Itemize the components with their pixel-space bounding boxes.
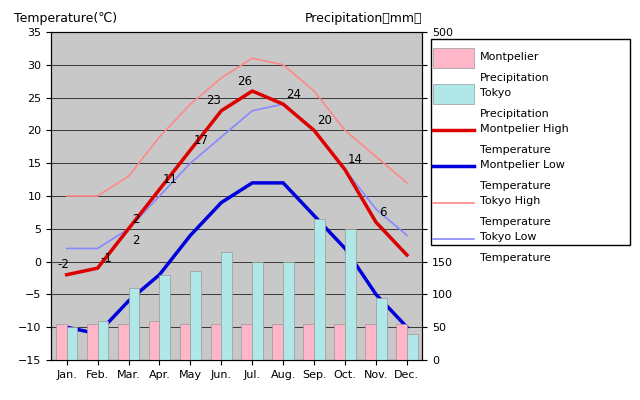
- Bar: [87, 324, 98, 360]
- Bar: [211, 324, 221, 360]
- Text: Tokyo Low: Tokyo Low: [480, 232, 536, 242]
- Text: -1: -1: [100, 252, 113, 265]
- Bar: [365, 324, 376, 360]
- Text: 2: 2: [132, 234, 139, 247]
- Text: -2: -2: [58, 258, 69, 272]
- Bar: [129, 288, 140, 360]
- Bar: [273, 324, 283, 360]
- Text: 20: 20: [317, 114, 332, 127]
- Text: Temperature: Temperature: [480, 217, 551, 227]
- Bar: [396, 324, 407, 360]
- Text: 26: 26: [237, 75, 252, 88]
- Bar: [376, 298, 387, 360]
- Text: 11: 11: [163, 173, 177, 186]
- Text: Temperature: Temperature: [480, 145, 551, 155]
- Text: 24: 24: [286, 88, 301, 101]
- Text: Precipitation（mm）: Precipitation（mm）: [305, 12, 422, 26]
- Text: Montpelier: Montpelier: [480, 52, 540, 62]
- Bar: [433, 48, 474, 68]
- Bar: [431, 38, 630, 245]
- Text: Tokyo: Tokyo: [480, 88, 511, 98]
- Text: Tokyo High: Tokyo High: [480, 196, 540, 206]
- Bar: [407, 334, 418, 360]
- Bar: [334, 324, 345, 360]
- Bar: [303, 324, 314, 360]
- Text: Temperature: Temperature: [480, 254, 551, 263]
- Bar: [118, 324, 129, 360]
- Bar: [159, 275, 170, 360]
- Text: 17: 17: [193, 134, 209, 147]
- Text: 14: 14: [348, 154, 363, 166]
- Bar: [67, 327, 77, 360]
- Text: 2: 2: [132, 212, 139, 226]
- Bar: [97, 321, 108, 360]
- Text: 6: 6: [379, 206, 387, 219]
- Text: Precipitation: Precipitation: [480, 73, 550, 83]
- Text: 23: 23: [206, 94, 221, 108]
- Bar: [56, 324, 67, 360]
- Bar: [221, 252, 232, 360]
- Text: Precipitation: Precipitation: [480, 109, 550, 119]
- Text: Montpelier High: Montpelier High: [480, 124, 569, 134]
- Text: Temperature: Temperature: [480, 181, 551, 191]
- Bar: [283, 262, 294, 360]
- Bar: [345, 229, 356, 360]
- Bar: [180, 324, 191, 360]
- Bar: [433, 84, 474, 104]
- Bar: [191, 272, 201, 360]
- Bar: [241, 324, 252, 360]
- Bar: [252, 262, 263, 360]
- Bar: [314, 219, 325, 360]
- Text: Temperature(℃): Temperature(℃): [14, 12, 117, 26]
- Bar: [148, 321, 159, 360]
- Text: Montpelier Low: Montpelier Low: [480, 160, 565, 170]
